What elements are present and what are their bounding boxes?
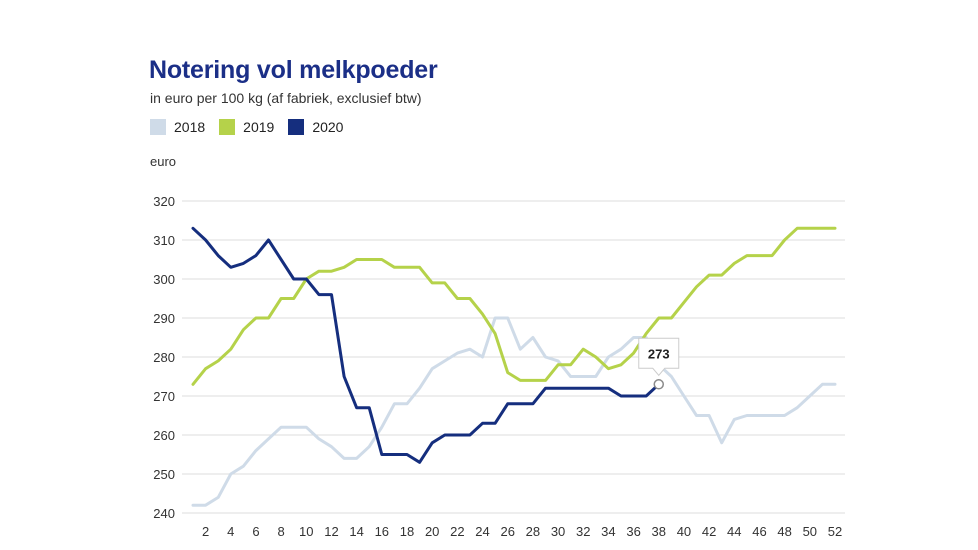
y-tick-270: 270 (153, 389, 175, 404)
series-lines (191, 226, 837, 507)
tooltip-box (638, 337, 680, 377)
chart-subtitle: in euro per 100 kg (af fabriek, exclusie… (150, 90, 422, 106)
x-tick-20: 20 (425, 524, 439, 539)
x-tick-44: 44 (727, 524, 741, 539)
tooltip-value: 273 (648, 346, 670, 361)
x-tick-18: 18 (400, 524, 414, 539)
legend-label-2019: 2019 (243, 119, 275, 135)
legend-item-2020[interactable]: 2020 (288, 119, 343, 135)
x-tick-22: 22 (450, 524, 464, 539)
x-tick-24: 24 (475, 524, 489, 539)
x-tick-36: 36 (626, 524, 640, 539)
x-tick-10: 10 (299, 524, 313, 539)
legend-swatch-2020 (288, 119, 305, 135)
x-tick-40: 40 (677, 524, 691, 539)
x-tick-52: 52 (828, 524, 842, 539)
x-tick-14: 14 (349, 524, 363, 539)
chart-legend: 2018 2019 2020 (150, 119, 343, 135)
chart-title: Notering vol melkpoeder (149, 56, 438, 84)
x-tick-38: 38 (652, 524, 666, 539)
x-tick-8: 8 (278, 524, 285, 539)
x-tick-6: 6 (252, 524, 259, 539)
legend-item-2019[interactable]: 2019 (219, 119, 274, 135)
y-tick-290: 290 (153, 311, 175, 326)
y-tick-260: 260 (153, 428, 175, 443)
y-tick-250: 250 (153, 467, 175, 482)
y-tick-240: 240 (153, 506, 175, 521)
y-axis-unit-label: euro (150, 154, 177, 169)
grid-lines (182, 200, 845, 514)
legend-swatch-2018 (150, 119, 166, 135)
x-tick-4: 4 (227, 524, 234, 539)
legend-label-2018: 2018 (174, 119, 206, 135)
x-tick-50: 50 (803, 524, 817, 539)
x-tick-48: 48 (777, 524, 791, 539)
x-tick-30: 30 (551, 524, 565, 539)
series-line-2020[interactable] (191, 226, 661, 464)
legend-item-2018[interactable]: 2018 (150, 119, 205, 135)
y-tick-280: 280 (153, 350, 175, 365)
x-tick-42: 42 (702, 524, 716, 539)
x-tick-labels: 2 4 6 8 10 12 14 16 18 20 22 24 26 28 30 32 34 36 38 40 42 44… (202, 524, 842, 539)
x-tick-32: 32 (576, 524, 590, 539)
tooltip-marker[interactable] (653, 379, 665, 390)
x-tick-34: 34 (601, 524, 615, 539)
x-tick-26: 26 (500, 524, 514, 539)
y-tick-300: 300 (153, 272, 175, 287)
y-tick-320: 320 (153, 194, 175, 209)
legend-label-2020: 2020 (312, 119, 344, 135)
legend-swatch-2019 (219, 119, 236, 135)
tooltip: 273 (638, 337, 680, 390)
x-tick-12: 12 (324, 524, 338, 539)
y-tick-labels: 240 250 260 270 280 290 300 310 320 (153, 194, 175, 521)
x-tick-28: 28 (526, 524, 540, 539)
x-tick-2: 2 (202, 524, 209, 539)
series-line-2018[interactable] (191, 316, 837, 507)
x-tick-46: 46 (752, 524, 766, 539)
series-line-2019[interactable] (191, 226, 837, 386)
x-tick-16: 16 (375, 524, 389, 539)
y-tick-310: 310 (153, 233, 175, 248)
